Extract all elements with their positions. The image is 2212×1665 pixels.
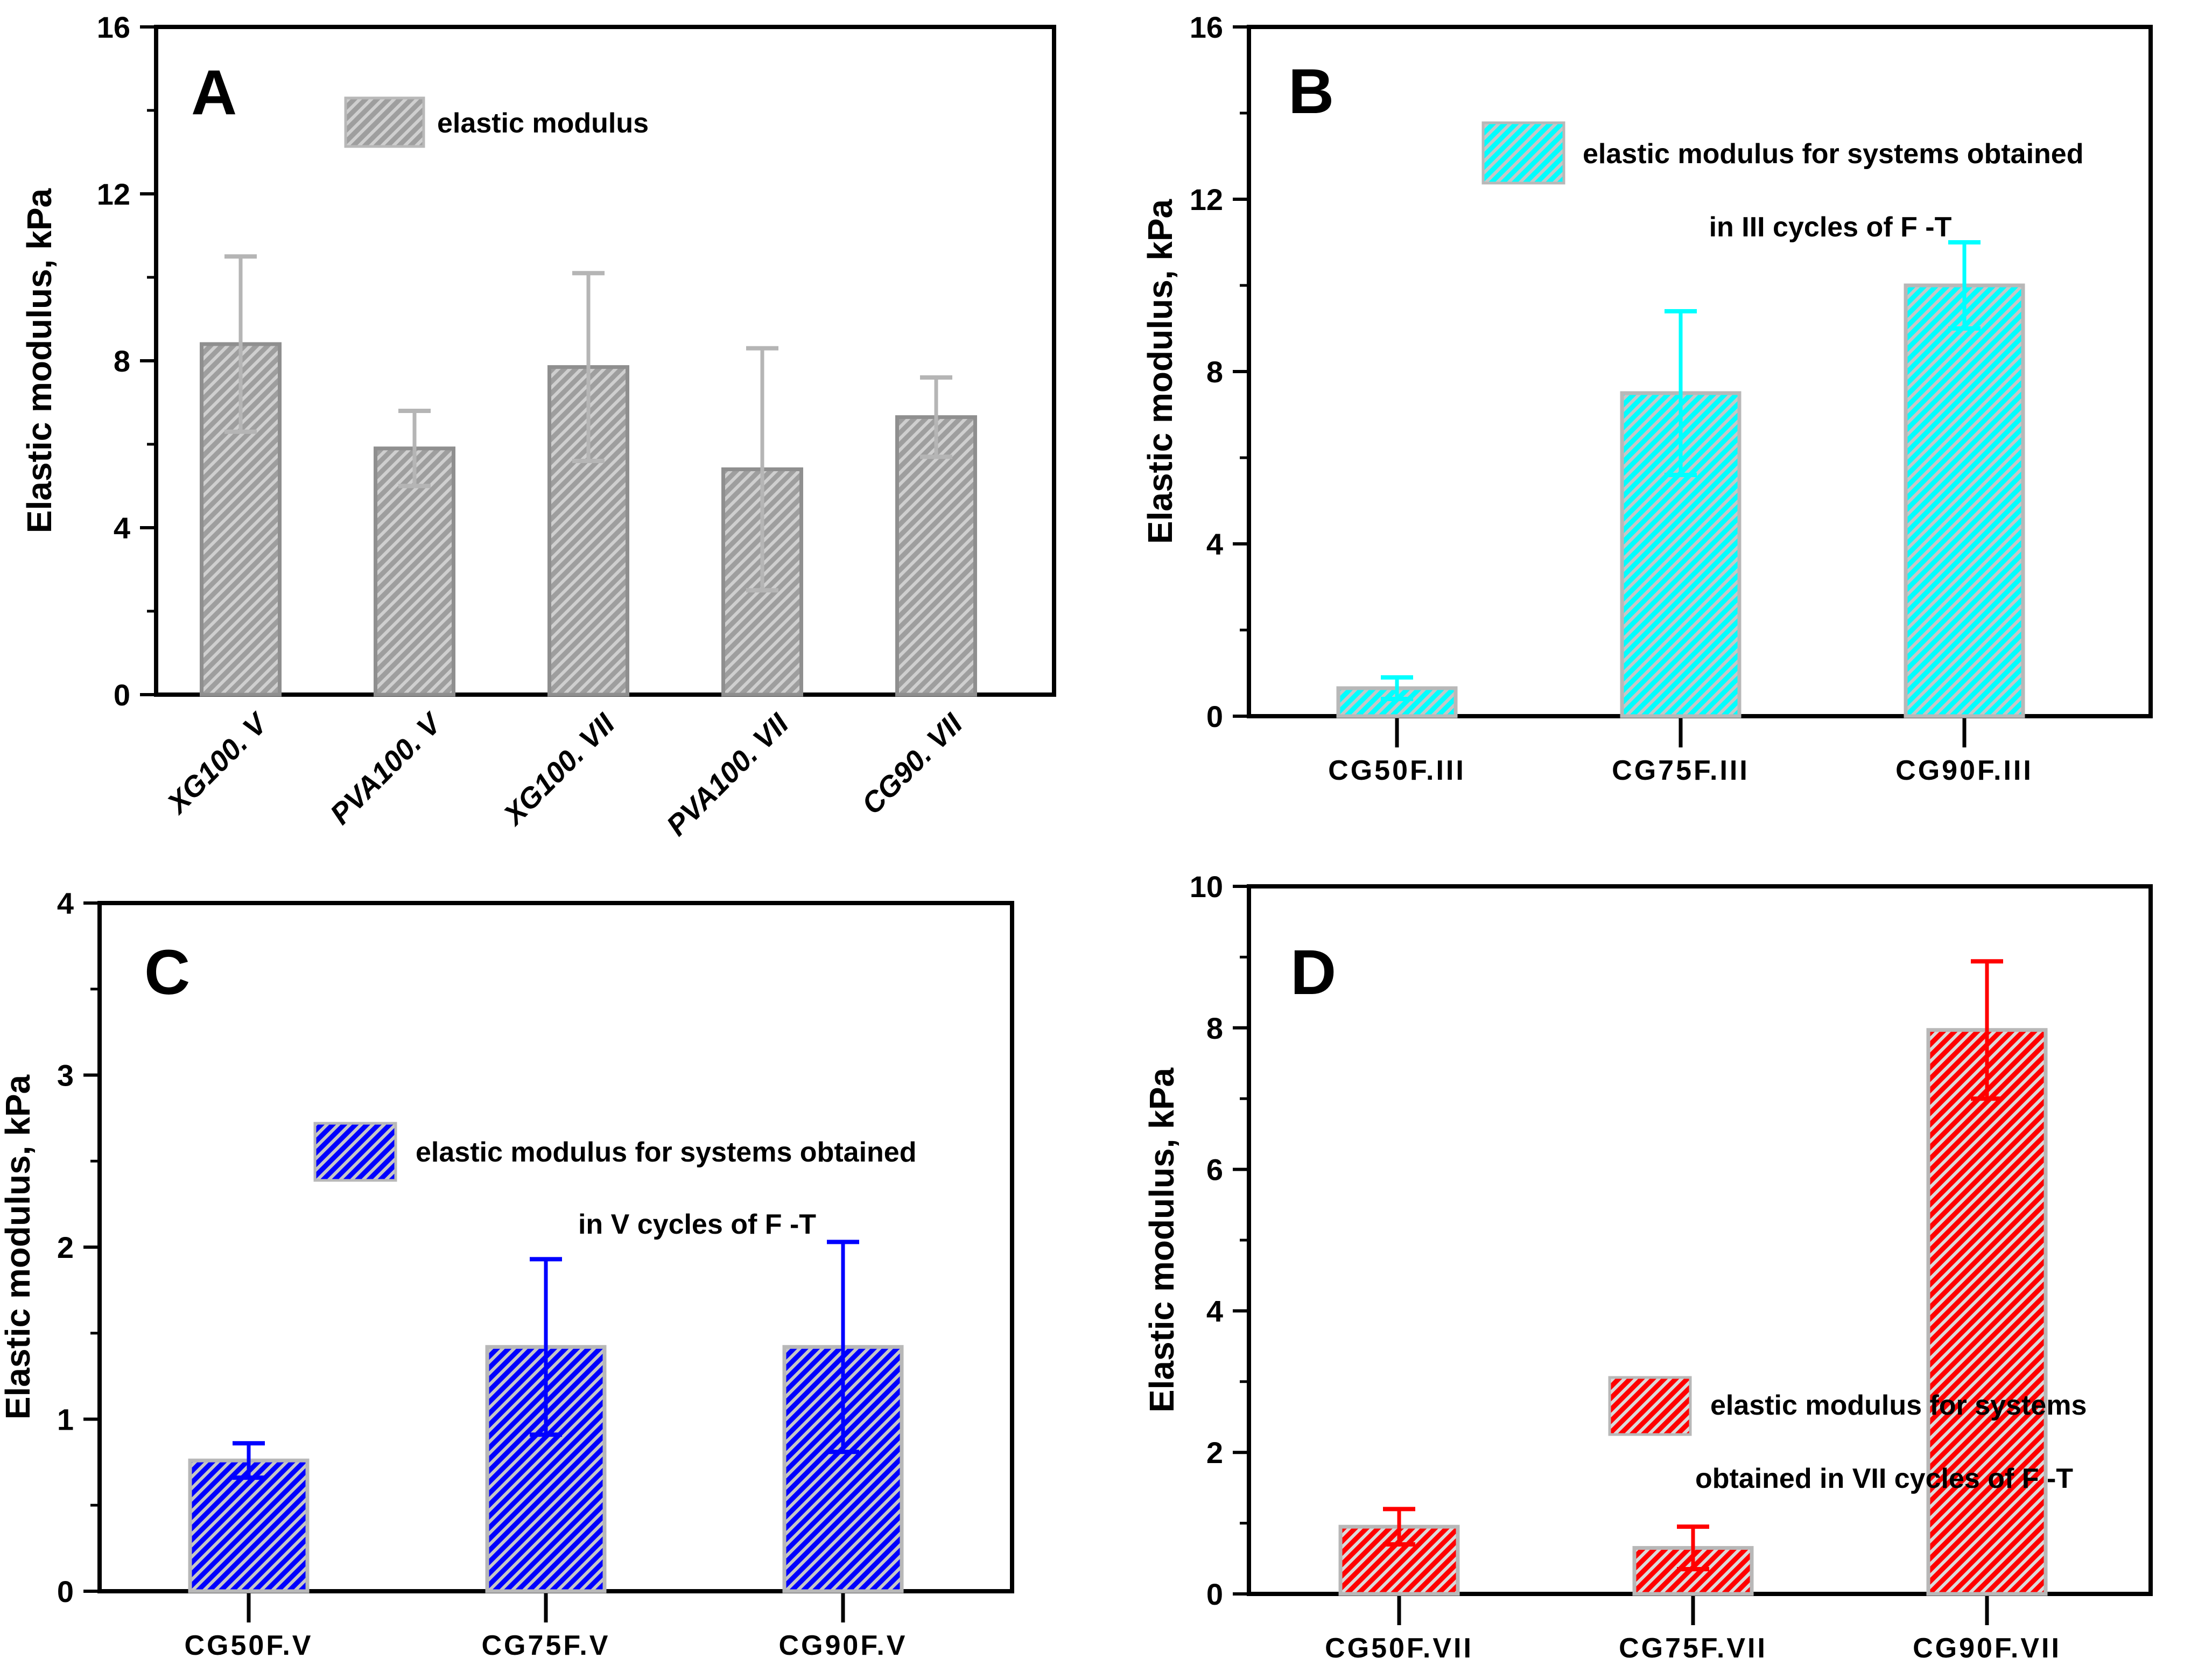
y-tick-label: 4 (114, 511, 130, 545)
y-tick-label: 10 (1190, 870, 1223, 904)
y-tick-label: 4 (57, 886, 74, 920)
legend-swatch (344, 96, 425, 148)
x-tick-label: PVA100. VII (661, 707, 795, 842)
y-tick-label: 4 (1206, 1294, 1223, 1328)
panel-letter: B (1288, 56, 1334, 127)
panel-c-elastic-modulus-chart: 0 1 2 3 4 CG50F.V CG75F.V CG90F.V Elastic modulu… (0, 832, 1106, 1665)
x-tick-label: CG90. VII (855, 707, 969, 821)
bar-CG50FV (188, 1458, 310, 1593)
legend-label: elastic modulus for systems obtained (416, 1137, 916, 1168)
legend-label: elastic modulus for systems (1710, 1390, 2087, 1421)
x-tick-label: CG50F.III (1328, 755, 1466, 786)
bar-CG90FIII (1904, 283, 2025, 718)
y-tick-label: 0 (57, 1575, 74, 1608)
y-axis-title: Elastic modulus, kPa (1141, 199, 1179, 544)
y-tick-label: 16 (1190, 10, 1223, 44)
chart-svg-c: 0 1 2 3 4 CG50F.V CG75F.V CG90F.V Elastic modulu… (0, 886, 1014, 1661)
y-tick-label: 2 (1206, 1436, 1223, 1470)
chart-svg-b: 0 4 8 12 16 CG50F.III CG75F.III CG90F.III Elasti… (1141, 10, 2153, 786)
x-tick-label: CG75F.VII (1619, 1633, 1767, 1664)
y-tick-label: 1 (57, 1403, 74, 1437)
y-tick-label: 0 (1206, 699, 1223, 733)
x-tick-label: CG90F.VII (1913, 1633, 2061, 1664)
y-tick-label: 16 (97, 10, 130, 44)
y-tick-label: 0 (114, 678, 130, 712)
x-tick-label: CG90F.V (779, 1630, 908, 1661)
x-tick-label: XG100. VII (496, 707, 621, 832)
panel-letter: D (1290, 937, 1336, 1008)
legend-swatch (1481, 121, 1565, 185)
legend-label: obtained in VII cycles of F -T (1695, 1463, 2073, 1494)
legend-label: in III cycles of F -T (1709, 212, 1952, 243)
y-axis-title: Elastic modulus, kPa (0, 1074, 37, 1419)
legend-swatch (313, 1122, 397, 1182)
y-tick-label: 12 (97, 177, 130, 211)
x-tick-label: CG75F.V (482, 1630, 610, 1661)
y-tick-label: 4 (1206, 527, 1223, 561)
x-tick-label: PVA100. V (324, 706, 448, 830)
panel-a-elastic-modulus-chart: 0 4 8 12 16 XG100. V PVA100. V XG100. VII PVA100… (0, 0, 1106, 842)
chart-svg-a: 0 4 8 12 16 XG100. V PVA100. V XG100. VII PVA100… (20, 10, 1056, 842)
legend-label: elastic modulus for systems obtained (1583, 138, 2083, 170)
bar-CG90FVII (1926, 1028, 2048, 1596)
y-tick-label: 3 (57, 1059, 74, 1093)
panel-letter: C (144, 937, 190, 1008)
panel-b-elastic-modulus-chart: 0 4 8 12 16 CG50F.III CG75F.III CG90F.III Elasti… (1106, 0, 2212, 832)
bar-CG90VII (895, 415, 977, 697)
legend-swatch (1608, 1376, 1692, 1436)
x-tick-label: CG50F.V (185, 1630, 313, 1661)
y-tick-label: 8 (114, 344, 130, 378)
y-tick-label: 6 (1206, 1153, 1223, 1187)
y-tick-label: 8 (1206, 1011, 1223, 1045)
x-tick-label: XG100. V (160, 706, 275, 821)
x-tick-label: CG75F.III (1612, 755, 1750, 786)
legend-label: elastic modulus (437, 108, 649, 139)
y-tick-label: 12 (1190, 183, 1223, 216)
chart-svg-d: 0 2 4 6 8 10 CG50F.VII CG75F.VII CG90F.VII Elasti… (1142, 870, 2153, 1664)
y-tick-label: 0 (1206, 1577, 1223, 1611)
panel-d-elastic-modulus-chart: 0 2 4 6 8 10 CG50F.VII CG75F.VII CG90F.VII Elasti… (1106, 832, 2212, 1665)
legend-label: in V cycles of F -T (578, 1209, 816, 1240)
y-tick-label: 8 (1206, 355, 1223, 389)
y-axis-title: Elastic modulus, kPa (20, 188, 59, 533)
x-tick-label: CG90F.III (1895, 755, 2033, 786)
y-tick-label: 2 (57, 1230, 74, 1264)
panel-letter: A (191, 57, 237, 128)
x-tick-label: CG50F.VII (1325, 1633, 1473, 1664)
y-axis-title: Elastic modulus, kPa (1142, 1067, 1181, 1412)
